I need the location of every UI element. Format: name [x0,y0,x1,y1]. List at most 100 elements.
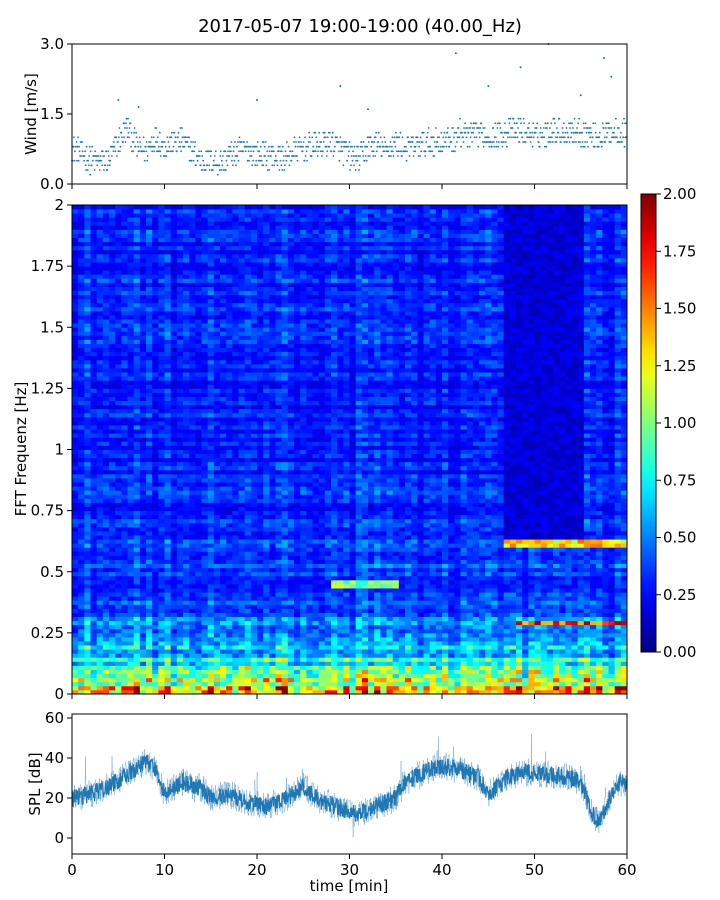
spectrogram-cell [96,535,104,540]
spectrogram-cell [109,559,116,564]
spectrogram-cell [380,592,387,597]
spectrogram-cell [306,547,313,552]
spectrogram-cell [226,677,233,683]
spectrogram-cell [466,592,474,597]
spectrogram-cell [300,689,307,695]
wind-point [316,155,319,157]
spectrogram-cell [109,596,116,601]
wind-point [473,127,475,129]
spectrogram-cell [127,604,135,609]
spectrogram-cell [158,588,165,593]
spectrogram-cell [423,518,431,524]
spectrogram-cell [96,531,104,536]
spectrogram-cell [213,661,221,666]
spectrogram-cell [294,604,301,609]
spectrogram-cell [485,616,492,622]
spectrogram-cell [72,616,79,622]
spectrogram-cell [257,555,264,560]
spectrogram-cell [386,612,394,617]
spectrogram-cell [454,583,461,589]
spectrogram-cell [287,592,295,597]
spectrogram-cell [78,559,85,564]
spectrogram-cell [287,575,295,581]
spectrogram-cell [479,661,486,666]
spectrogram-cell [522,653,529,658]
spectrogram-cell [90,624,98,630]
spectrogram-cell [368,600,375,605]
spectrogram-cell [318,588,326,593]
spectrogram-cell [472,547,480,552]
spectrogram-cell [189,685,196,691]
spectrogram-cell [429,677,437,683]
wind-point [397,155,399,157]
wind-point [367,155,370,157]
wind-point [567,136,570,139]
spectrogram-cell [213,526,221,532]
spectrogram-cell [429,571,437,577]
spectrogram-cell [479,645,486,650]
spectrogram-cell [121,551,128,556]
spectrogram-cell [121,575,128,581]
spectrogram-cell [195,555,202,560]
spectrogram-cell [78,567,85,573]
wind-point [267,155,270,157]
wind-point [136,141,139,143]
spectrogram-cell [238,628,246,634]
spectrogram-cell [133,583,141,589]
spectrogram-cell [133,592,141,597]
spectrogram-cell [84,535,91,540]
spectrogram-cell [454,673,461,679]
spectrogram-cell [516,555,523,560]
wind-point [462,136,464,139]
wind-point [128,136,130,139]
spectrogram-cell [398,563,406,569]
spectrogram-cell [466,653,474,658]
wind-point [77,159,80,162]
spectrogram-cell [170,551,178,556]
spectrogram-cell [571,677,579,683]
spectrogram-cell [491,522,498,528]
spectrogram-cell [96,685,104,691]
wind-point [294,145,297,148]
spectrogram-cell [127,612,135,617]
spectrogram-cell [170,555,178,560]
spectrogram-cell [503,653,511,658]
spectrogram-cell [152,616,159,622]
spectrogram-cell [189,535,196,540]
spectrogram-cell [355,624,363,630]
spectrogram-cell [590,632,597,638]
spectrogram-cell [189,559,196,564]
spectrogram-cell [146,669,153,675]
spectrogram-cell [565,592,572,597]
spectrogram-cell [300,579,307,585]
spectrogram-cell [509,661,517,666]
spectrogram-cell [152,624,159,630]
spectrogram-cell [553,600,560,605]
spectrogram-cell [257,677,264,683]
spectrogram-cell [565,547,572,552]
spectrogram-cell [522,535,529,540]
spectrogram-cell [152,689,159,695]
wind-point [583,127,585,129]
spectrogram-cell [460,559,468,564]
wind-point [274,155,277,157]
spectrogram-cell [244,575,252,581]
spectrogram-cell [608,531,616,536]
spectrogram-cell [139,628,147,634]
spectrogram-cell [115,539,122,544]
spectrogram-cell [398,547,406,552]
spectrogram-cell [614,588,622,593]
spectrogram-cell [244,600,252,605]
spectrogram-cell [534,543,542,548]
spectrogram-cell [164,628,172,634]
spectrogram-cell [448,571,455,577]
spectrogram-cell [442,563,449,569]
spectrogram-cell [374,583,381,589]
spectrogram-cell [176,612,184,617]
spectrogram-cell [355,583,363,589]
spectrogram-cell [238,571,246,577]
spectrogram-cell [417,685,424,691]
spectrogram-cell [509,677,517,683]
spectrogram-cell [306,592,313,597]
